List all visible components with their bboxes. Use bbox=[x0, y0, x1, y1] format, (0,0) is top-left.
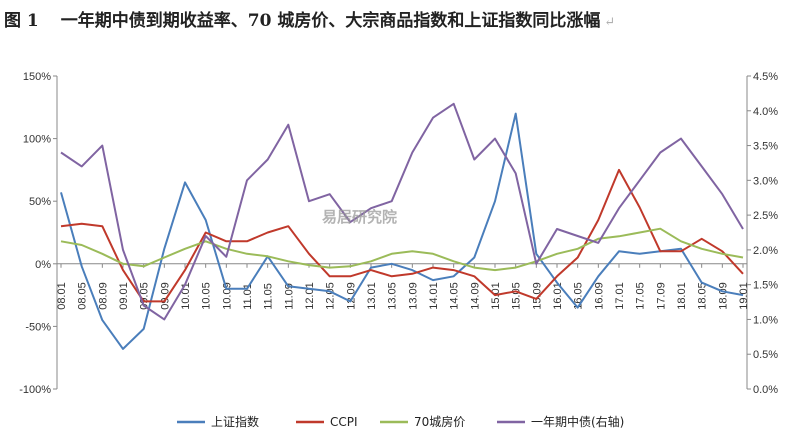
x-tick-label: 09.09 bbox=[159, 282, 171, 310]
left-tick-label: -100% bbox=[19, 384, 51, 396]
x-tick-label: 13.01 bbox=[366, 282, 378, 310]
figure-number: 图 1 bbox=[4, 11, 39, 31]
x-tick-label: 18.09 bbox=[717, 282, 729, 310]
right-tick-label: 1.5% bbox=[753, 280, 778, 292]
x-tick-label: 10.05 bbox=[201, 282, 213, 310]
legend: 上证指数 CCPI 70城房价 一年期中债(右轴) bbox=[177, 414, 624, 429]
x-tick-label: 17.01 bbox=[614, 282, 626, 310]
x-tick-label: 19.01 bbox=[738, 282, 750, 310]
x-tick-label: 15.09 bbox=[531, 282, 543, 310]
x-tick-label: 08.09 bbox=[97, 282, 109, 310]
watermark-text: 易居研究院 bbox=[322, 208, 397, 226]
right-tick-label: 3.0% bbox=[753, 175, 778, 187]
x-tick-label: 09.05 bbox=[139, 282, 151, 310]
x-tick-label: 14.05 bbox=[449, 282, 461, 310]
x-tick-label: 11.09 bbox=[283, 283, 295, 310]
left-tick-label: 0% bbox=[35, 259, 51, 271]
right-tick-label: 0.0% bbox=[753, 384, 778, 396]
figure-title-text: 一年期中债到期收益率、70 城房价、大宗商品指数和上证指数同比涨幅 bbox=[60, 11, 601, 31]
x-tick-label: 18.05 bbox=[697, 282, 709, 310]
x-tick-label: 13.09 bbox=[407, 282, 419, 310]
series-lines bbox=[60, 102, 744, 350]
right-tick-label: 4.5% bbox=[753, 71, 778, 83]
x-tick-label: 15.05 bbox=[511, 282, 523, 310]
legend-label: CCPI bbox=[330, 415, 358, 429]
right-tick-label: 4.0% bbox=[753, 106, 778, 118]
x-tick-label: 18.01 bbox=[676, 282, 688, 310]
legend-label: 一年期中债(右轴) bbox=[531, 414, 624, 429]
paragraph-mark: ↵ bbox=[604, 15, 616, 30]
legend-label: 上证指数 bbox=[211, 414, 259, 429]
x-tick-label: 09.01 bbox=[118, 282, 130, 310]
x-tick-label: 16.01 bbox=[552, 282, 564, 310]
left-tick-label: 100% bbox=[23, 134, 51, 146]
x-tick-label: 10.09 bbox=[221, 282, 233, 310]
left-tick-label: 50% bbox=[29, 196, 51, 208]
right-tick-label: 0.5% bbox=[753, 349, 778, 361]
x-tick-label: 15.01 bbox=[490, 282, 502, 310]
x-tick-label: 14.01 bbox=[428, 282, 440, 310]
series-line-一年期中债(右轴) bbox=[60, 102, 744, 321]
x-tick-label: 12.09 bbox=[345, 282, 357, 310]
x-tick-label: 14.09 bbox=[469, 282, 481, 310]
legend-label: 70城房价 bbox=[414, 414, 465, 429]
x-tick-label: 17.09 bbox=[655, 282, 667, 310]
series-line-CCPI bbox=[60, 168, 744, 303]
series-line-70城房价 bbox=[60, 227, 744, 272]
x-tick-label: 11.05 bbox=[263, 283, 275, 310]
x-tick-label: 17.05 bbox=[635, 282, 647, 310]
x-tick-label: 10.01 bbox=[180, 282, 192, 310]
figure-title: 图 1 一年期中债到期收益率、70 城房价、大宗商品指数和上证指数同比涨幅 ↵ bbox=[4, 6, 797, 32]
left-tick-label: -50% bbox=[25, 321, 51, 333]
x-tick-label: 12.01 bbox=[304, 282, 316, 310]
x-tick-label: 08.01 bbox=[56, 282, 68, 310]
x-tick-label: 16.09 bbox=[593, 282, 605, 310]
line-chart: 150% 100% 50% 0% -50% -100% 4.5% 4.0% 3.5% 3.0% 2.… bbox=[19, 71, 778, 429]
right-tick-label: 1.0% bbox=[753, 314, 778, 326]
left-tick-label: 150% bbox=[23, 71, 51, 83]
right-tick-label: 2.5% bbox=[753, 210, 778, 222]
x-tick-label: 12.05 bbox=[325, 282, 337, 310]
axes: 150% 100% 50% 0% -50% -100% 4.5% 4.0% 3.5% 3.0% 2.… bbox=[19, 71, 778, 396]
right-tick-label: 3.5% bbox=[753, 141, 778, 153]
series-line-上证指数 bbox=[60, 112, 744, 350]
right-tick-label: 2.0% bbox=[753, 245, 778, 257]
x-tick-label: 08.05 bbox=[77, 282, 89, 310]
x-tick-label: 13.05 bbox=[387, 282, 399, 310]
